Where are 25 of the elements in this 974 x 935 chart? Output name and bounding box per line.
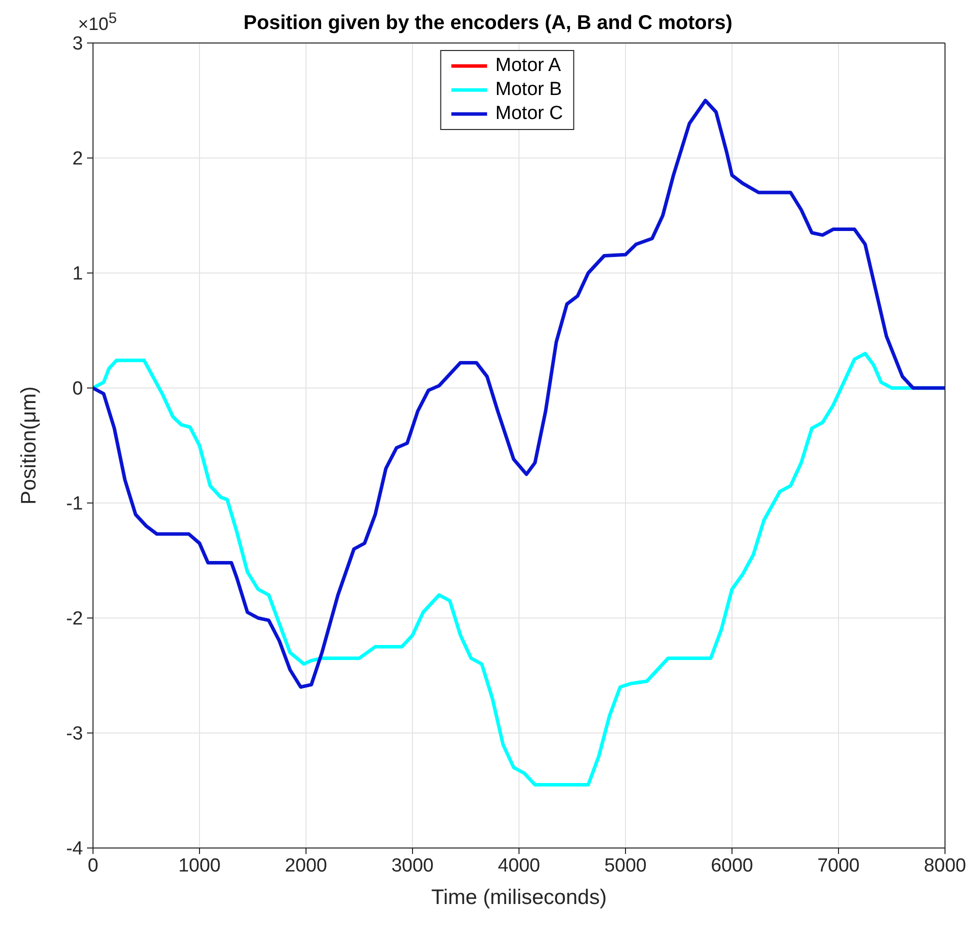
y-tick-label: 3 xyxy=(72,34,83,55)
y-axis-title: Position(μm) xyxy=(17,386,40,505)
x-tick-label: 1000 xyxy=(178,855,221,876)
y-tick-label: -4 xyxy=(66,838,84,860)
x-tick-label: 3000 xyxy=(391,855,434,876)
x-tick-label: 2000 xyxy=(284,855,328,876)
x-tick-label: 0 xyxy=(88,855,98,876)
y-tick-label: -2 xyxy=(66,608,83,630)
y-tick-label: 0 xyxy=(72,378,83,400)
legend-label: Motor C xyxy=(495,102,563,126)
line-series xyxy=(93,98,945,689)
legend-label: Motor B xyxy=(495,78,562,102)
chart-title: Position given by the encoders (A, B and C motors) xyxy=(244,12,732,34)
x-tick-label: 6000 xyxy=(710,855,754,876)
x-tick-label: 8000 xyxy=(924,855,966,876)
x-tick-label: 5000 xyxy=(604,855,647,876)
y-tick-label: -1 xyxy=(66,494,83,515)
x-axis-title: Time (miliseconds) xyxy=(431,886,607,909)
legend-label: Motor A xyxy=(495,54,561,78)
y-tick-label: 1 xyxy=(72,264,83,285)
x-tick-label: 7000 xyxy=(817,855,860,876)
axis-multiplier: ×10$^{5}$ xyxy=(78,10,117,35)
y-tick-label: -3 xyxy=(66,724,83,745)
x-tick-label: 4000 xyxy=(498,855,540,876)
y-tick-label: 2 xyxy=(72,148,83,170)
